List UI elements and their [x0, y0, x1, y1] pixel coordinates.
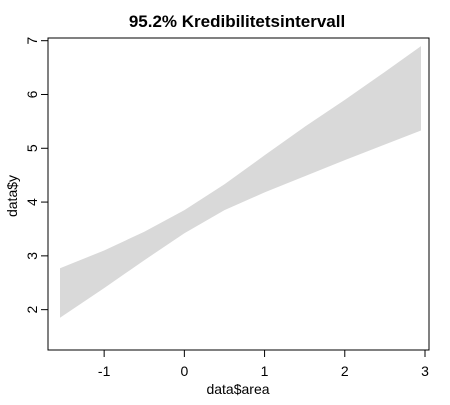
x-tick-label: -1: [98, 363, 111, 379]
plot-layer: [60, 46, 421, 318]
y-tick-label: 6: [24, 90, 40, 98]
x-axis-label: data$area: [206, 381, 269, 397]
y-tick-label: 3: [24, 252, 40, 260]
x-tick-label: 3: [421, 363, 429, 379]
y-tick-label: 4: [24, 198, 40, 206]
y-tick-label: 7: [24, 37, 40, 45]
x-tick-label: 2: [341, 363, 349, 379]
y-tick-label: 2: [24, 306, 40, 314]
x-tick-label: 0: [180, 363, 188, 379]
y-axis-label: data$y: [4, 175, 20, 217]
x-tick-label: 1: [261, 363, 269, 379]
credible-interval-band: [60, 46, 421, 318]
chart-title: 95.2% Kredibilitetsintervall: [129, 12, 345, 31]
y-tick-label: 5: [24, 144, 40, 152]
